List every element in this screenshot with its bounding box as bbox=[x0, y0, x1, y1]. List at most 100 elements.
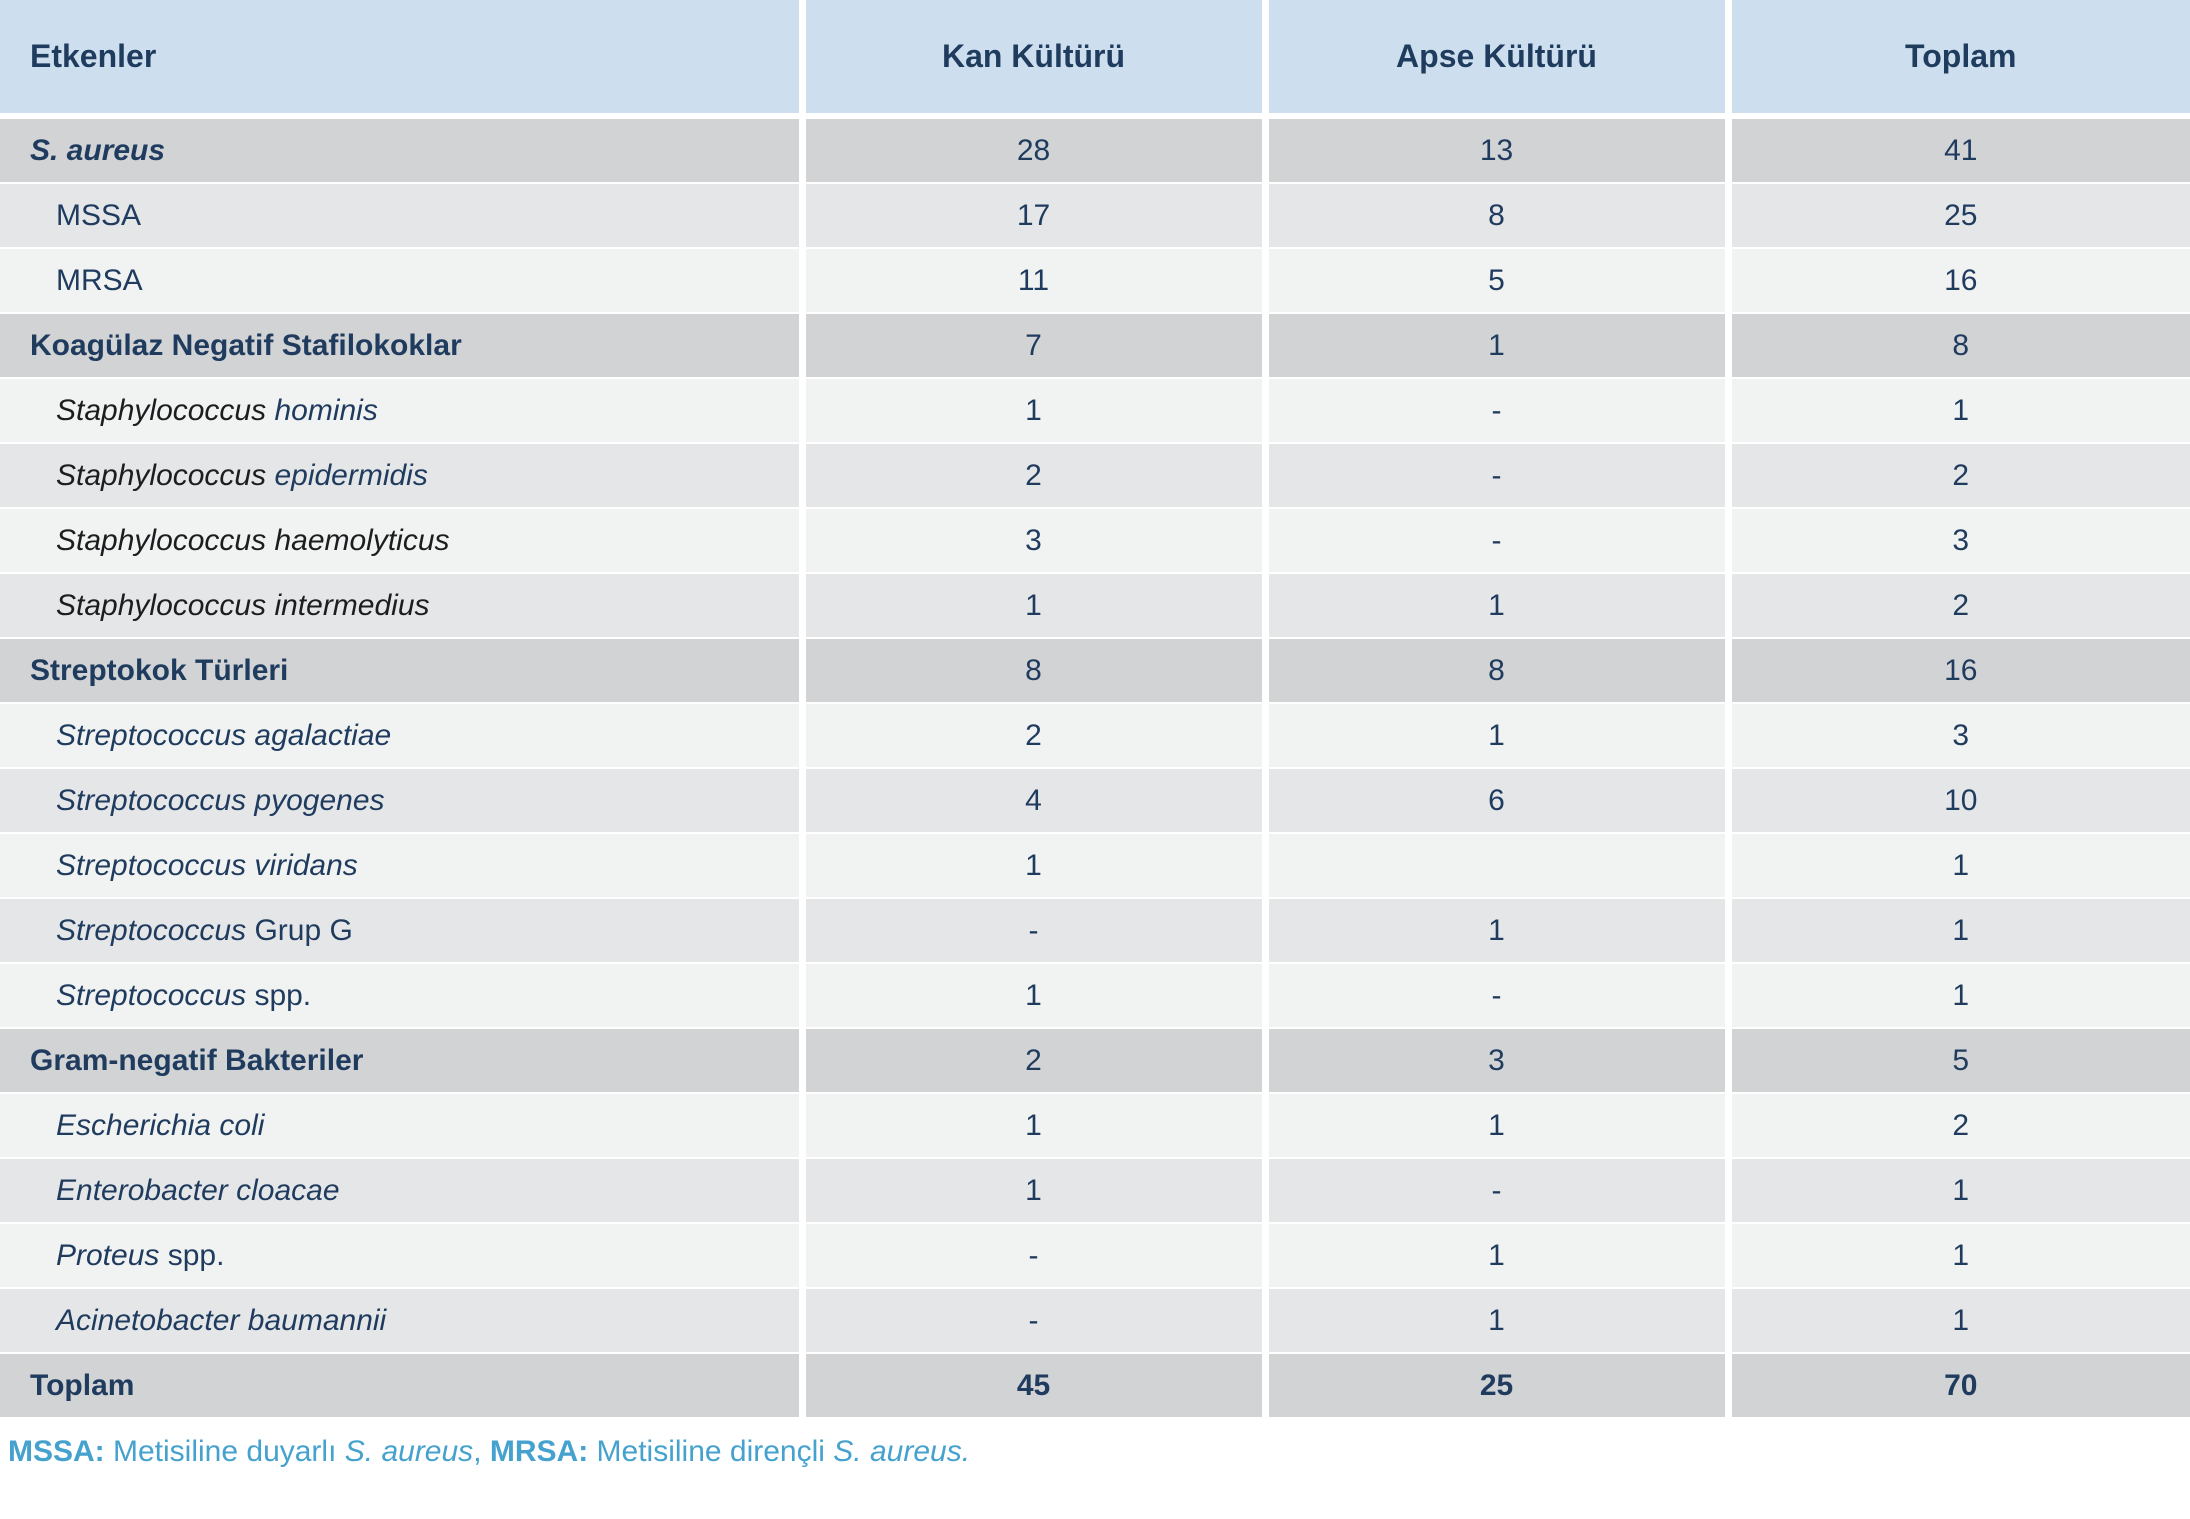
column-header-kan-kulturu: Kan Kültürü bbox=[802, 0, 1269, 119]
value-cell-toplam: 5 bbox=[1728, 1028, 2190, 1094]
text-segment: Escherichia coli bbox=[56, 1108, 265, 1142]
value-cell-kan: 45 bbox=[802, 1353, 1269, 1419]
value-cell-toplam: 1 bbox=[1728, 1223, 2190, 1289]
value-cell-kan: 1 bbox=[802, 963, 1269, 1029]
value-cell-toplam: 8 bbox=[1728, 313, 2190, 379]
value-cell-toplam: 1 bbox=[1728, 378, 2190, 444]
text-segment: Grup G bbox=[254, 913, 353, 947]
value-cell-toplam: 10 bbox=[1728, 768, 2190, 834]
value-cell-toplam: 3 bbox=[1728, 703, 2190, 769]
value-cell-toplam: 16 bbox=[1728, 638, 2190, 704]
text-segment: Gram-negatif Bakteriler bbox=[30, 1043, 364, 1077]
table-row-toplam: Toplam 45 25 70 bbox=[0, 1353, 2190, 1419]
table-row-streptococcus-agalactiae: Streptococcus agalactiae 2 1 3 bbox=[0, 703, 2190, 769]
value-cell-toplam: 16 bbox=[1728, 248, 2190, 314]
value-cell-apse: - bbox=[1265, 963, 1732, 1029]
table-row-streptococcus-pyogenes: Streptococcus pyogenes 4 6 10 bbox=[0, 768, 2190, 834]
value-cell-toplam: 2 bbox=[1728, 1093, 2190, 1159]
value-cell-kan: 7 bbox=[802, 313, 1269, 379]
text-segment: Acinetobacter baumannii bbox=[56, 1303, 387, 1337]
value-cell-apse: - bbox=[1265, 508, 1732, 574]
value-cell-apse: 1 bbox=[1265, 573, 1732, 639]
value-cell-toplam: 1 bbox=[1728, 833, 2190, 899]
pathogen-culture-table: Etkenler Kan Kültürü Apse Kültürü Toplam… bbox=[0, 0, 2190, 1419]
row-label-cell: Staphylococcus hominis bbox=[0, 378, 806, 444]
value-cell-apse: 6 bbox=[1265, 768, 1732, 834]
text-segment: epidermidis bbox=[274, 458, 428, 492]
value-cell-apse: - bbox=[1265, 1158, 1732, 1224]
text-segment: Proteus bbox=[56, 1238, 168, 1272]
text-segment: MSSA: bbox=[8, 1435, 105, 1468]
value-cell-toplam: 70 bbox=[1728, 1353, 2190, 1419]
row-label-cell: Koagülaz Negatif Stafilokoklar bbox=[0, 313, 806, 379]
footnote: MSSA: Metisiline duyarlı S. aureus, MRSA… bbox=[0, 1435, 2190, 1469]
value-cell-apse: 25 bbox=[1265, 1353, 1732, 1419]
table-header: Etkenler Kan Kültürü Apse Kültürü Toplam bbox=[0, 0, 2190, 119]
table-row-s-aureus: S. aureus 28 13 41 bbox=[0, 116, 2190, 184]
table-row-streptococcus-spp: Streptococcus spp. 1-1 bbox=[0, 963, 2190, 1029]
table-row-koagulaz-negatif-stafilokoklar: Koagülaz Negatif Stafilokoklar 7 1 8 bbox=[0, 313, 2190, 379]
row-label-cell: Streptococcus spp. bbox=[0, 963, 806, 1029]
text-segment: S. aureus. bbox=[833, 1435, 971, 1468]
text-segment: Koagülaz Negatif Stafilokoklar bbox=[30, 328, 462, 362]
text-segment: Streptokok Türleri bbox=[30, 653, 289, 687]
table-row-streptokok-turleri: Streptokok Türleri 8 8 16 bbox=[0, 638, 2190, 704]
value-cell-toplam: 1 bbox=[1728, 963, 2190, 1029]
row-label-cell: Escherichia coli bbox=[0, 1093, 806, 1159]
text-segment: Enterobacter cloacae bbox=[56, 1173, 340, 1207]
value-cell-toplam: 2 bbox=[1728, 573, 2190, 639]
text-segment: Staphylococcus haemolyticus bbox=[56, 523, 450, 557]
text-segment: Streptococcus bbox=[56, 913, 255, 947]
row-label-cell: Enterobacter cloacae bbox=[0, 1158, 806, 1224]
value-cell-kan: 3 bbox=[802, 508, 1269, 574]
text-segment: Streptococcus pyogenes bbox=[56, 783, 385, 817]
value-cell-apse: - bbox=[1265, 443, 1732, 509]
value-cell-apse: 1 bbox=[1265, 898, 1732, 964]
value-cell-kan: - bbox=[802, 1223, 1269, 1289]
table-row-mssa: MSSA 17 8 25 bbox=[0, 183, 2190, 249]
value-cell-apse: 1 bbox=[1265, 1223, 1732, 1289]
column-header-toplam: Toplam bbox=[1728, 0, 2190, 119]
value-cell-apse: 5 bbox=[1265, 248, 1732, 314]
value-cell-kan: 1 bbox=[802, 833, 1269, 899]
value-cell-kan: 1 bbox=[802, 378, 1269, 444]
value-cell-apse: 8 bbox=[1265, 638, 1732, 704]
text-segment: Metisiline duyarlı bbox=[104, 1435, 345, 1468]
text-segment: Streptococcus agalactiae bbox=[56, 718, 392, 752]
table-row-staphylococcus-intermedius: Staphylococcus intermedius 1 1 2 bbox=[0, 573, 2190, 639]
value-cell-apse: - bbox=[1265, 378, 1732, 444]
table-row-gram-negatif-bakteriler: Gram-negatif Bakteriler 2 3 5 bbox=[0, 1028, 2190, 1094]
text-segment: spp. bbox=[167, 1238, 225, 1272]
value-cell-kan: 11 bbox=[802, 248, 1269, 314]
value-cell-kan: 2 bbox=[802, 703, 1269, 769]
table-row-staphylococcus-epidermidis: Staphylococcus epidermidis 2-2 bbox=[0, 443, 2190, 509]
text-segment: Staphylococcus bbox=[56, 458, 275, 492]
value-cell-apse: 8 bbox=[1265, 183, 1732, 249]
row-label-cell: Staphylococcus haemolyticus bbox=[0, 508, 806, 574]
row-label-cell: Streptokok Türleri bbox=[0, 638, 806, 704]
column-header-etkenler: Etkenler bbox=[0, 0, 806, 119]
row-label-cell: Staphylococcus epidermidis bbox=[0, 443, 806, 509]
table-row-acinetobacter-baumannii: Acinetobacter baumannii -1 1 bbox=[0, 1288, 2190, 1354]
value-cell-kan: - bbox=[802, 1288, 1269, 1354]
header-row: Etkenler Kan Kültürü Apse Kültürü Toplam bbox=[0, 0, 2190, 119]
row-label-cell: Toplam bbox=[0, 1353, 806, 1419]
value-cell-toplam: 2 bbox=[1728, 443, 2190, 509]
text-segment: hominis bbox=[274, 393, 378, 427]
row-label-cell: MSSA bbox=[0, 183, 806, 249]
table-row-enterobacter-cloacae: Enterobacter cloacae 1-1 bbox=[0, 1158, 2190, 1224]
value-cell-toplam: 41 bbox=[1728, 116, 2190, 184]
text-segment: Metisiline dirençli bbox=[588, 1435, 834, 1468]
text-segment: MRSA: bbox=[489, 1435, 589, 1468]
value-cell-toplam: 1 bbox=[1728, 898, 2190, 964]
column-header-apse-kulturu: Apse Kültürü bbox=[1265, 0, 1732, 119]
text-segment: S. aureus bbox=[30, 133, 166, 167]
value-cell-kan: 8 bbox=[802, 638, 1269, 704]
table-row-escherichia-coli: Escherichia coli 1 1 2 bbox=[0, 1093, 2190, 1159]
text-segment: , bbox=[473, 1435, 490, 1468]
row-label-cell: Streptococcus viridans bbox=[0, 833, 806, 899]
value-cell-kan: 1 bbox=[802, 1093, 1269, 1159]
text-segment: spp. bbox=[254, 978, 312, 1012]
row-label-cell: Streptococcus Grup G bbox=[0, 898, 806, 964]
value-cell-apse: 1 bbox=[1265, 313, 1732, 379]
